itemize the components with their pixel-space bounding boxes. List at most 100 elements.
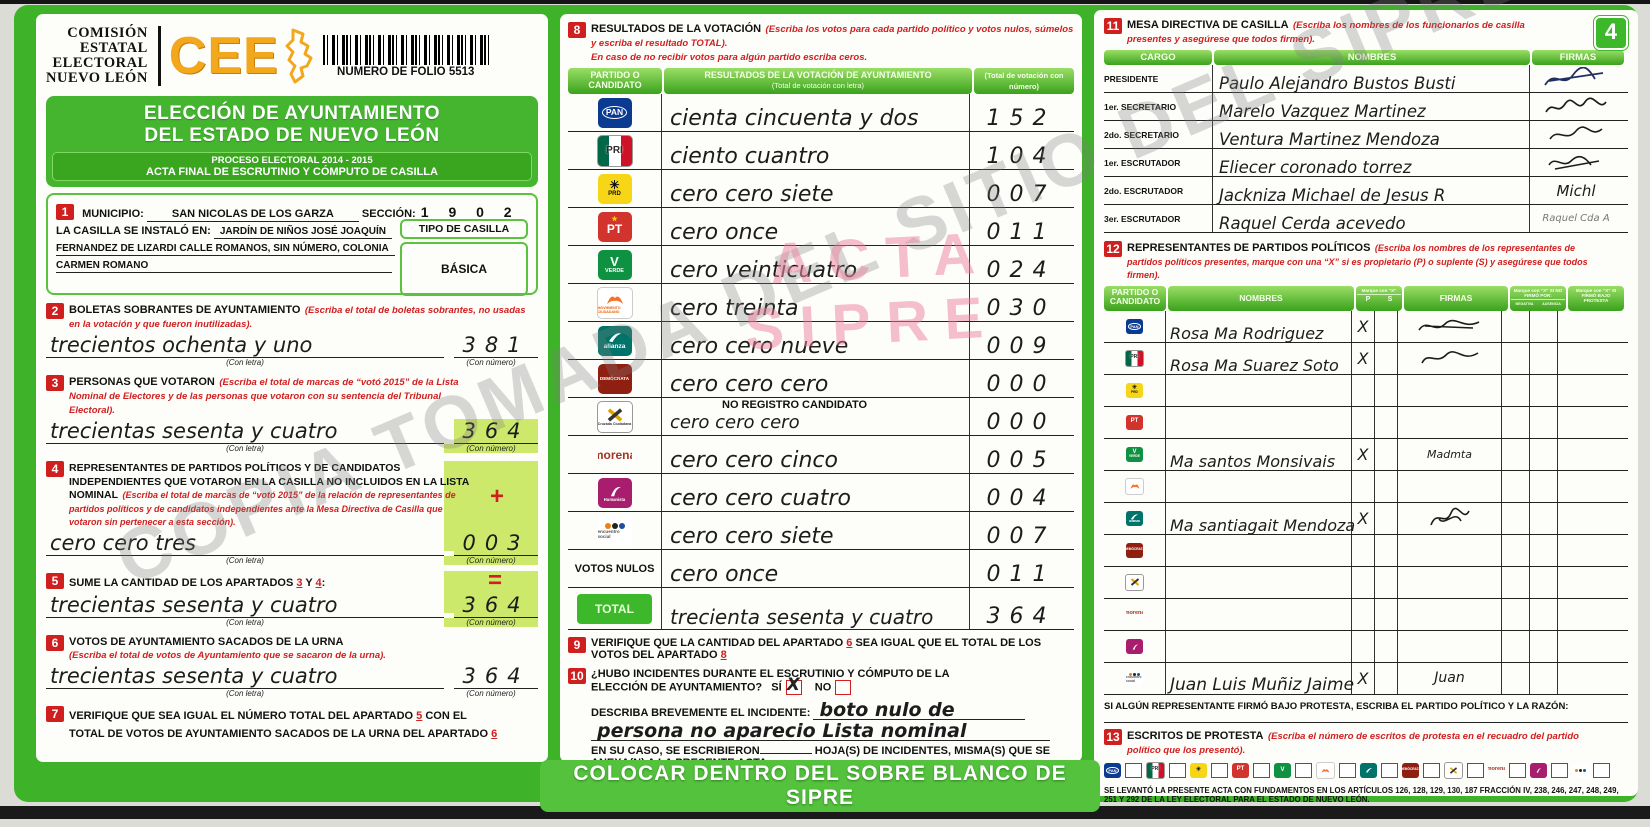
humanista-logo-icon [1530,762,1547,778]
si-label: SÍ [771,681,782,694]
result-row-votos-nulos: VOTOS NULOS cero once 011 [568,550,1074,588]
con-numero-label: (Con número) [444,617,538,627]
pt-logo-icon: PT [1126,414,1143,430]
mesa-row-2do-secretario: 2do. SECRETARIO Ventura Martinez Mendoza [1104,121,1628,149]
section-13-note: (Escriba el número de escritos de protes… [1127,730,1579,756]
escrutador2-nombre: Jackniza Michael de Jesus R [1219,186,1446,205]
org-line: COMISIÓN [67,25,148,41]
section-5-title: SUME LA CANTIDAD DE LOS APARTADOS 3 Y 4: [69,576,326,589]
section-12-header: 12 REPRESENTANTES DE PARTIDOS POLÍTICOS … [1104,241,1628,282]
section-8-note2: En caso de no recibir votos para algún p… [591,52,868,63]
rep-pan-firma [1417,319,1479,331]
si-checkbox: X [785,675,802,695]
alianza-votes-letra: cero cero nueve [670,334,849,359]
cargo-label: 1er. ESCRUTADOR [1104,157,1181,168]
rep-row-pt: PT [1104,406,1628,439]
rep-encuentro-nombre: Juan Luis Muñiz Jaime [1170,674,1355,695]
section-3-note: (Escriba el total de marcas de “votó 201… [69,377,459,416]
org-line: NUEVO LEÓN [46,70,148,86]
section-2-numero: 381 [462,333,530,357]
movimiento-ciudadano-logo-icon: MOVIMIENTO CIUDADANO [596,286,633,319]
presidente-firma [1544,66,1604,86]
pri-logo-icon: PRI [1125,349,1144,367]
pan-logo-icon: PAN [597,97,632,128]
section-8-title: RESULTADOS DE LA VOTACIÓN [591,23,762,35]
acta-subtitle-box: PROCESO ELECTORAL 2014 - 2015 ACTA FINAL… [52,152,532,181]
result-row-movimiento-ciudadano: MOVIMIENTO CIUDADANO cero treinta 030 [568,284,1074,322]
incident-desc-label: DESCRIBA BREVEMENTE EL INCIDENTE: [591,707,811,719]
alianza-protest-box [1381,762,1398,778]
protest-count-boxes: PAN PRI ☀ PT V DEMÓCRATA morena [1104,761,1628,779]
section-8-note1: (Escriba los votos para cada partido pol… [591,24,1074,49]
escrutador1-nombre: Eliecer coronado torrez [1219,158,1412,177]
encuentro-social-logo-icon: encuentro social [1126,670,1143,686]
result-row-pt: ★ PT cero once 011 [568,208,1074,246]
total-label: TOTAL [577,593,652,624]
incident-line2: persona no aparecio Lista nominal [597,720,967,742]
morena-logo-icon: morena [1126,610,1143,617]
rep-row-cruzada [1104,566,1628,599]
cargo-label: 3er. ESCRUTADOR [1104,213,1181,224]
cruzada-logo-icon: Cruzada Ciudadana [596,400,633,433]
rep-row-alianza: alianza Ma santiagait Mendoza X [1104,502,1628,535]
pt-logo-icon: ★ PT [597,211,632,242]
section-7-verificacion: 7 VERIFIQUE QUE SEA IGUAL EL NÚMERO TOTA… [46,705,538,742]
casilla-location-line2: FERNANDEZ DE LIZARDI CALLE ROMANOS, SIN … [56,242,528,256]
section-9-number: 9 [568,637,586,653]
movimiento-ciudadano-logo-icon [1316,761,1335,779]
cruzada-logo-icon [1125,573,1144,591]
democrata-votes-numero: 000 [986,372,1056,397]
col-partido: PARTIDO O CANDIDATO [568,68,662,94]
election-title-line2: DEL ESTADO DE NUEVO LEÓN [144,125,440,146]
cruzada-logo-icon [1444,761,1463,779]
cargo-label: PRESIDENTE [1104,73,1159,84]
right-column: 11 MESA DIRECTIVA DE CASILLA (Escriba lo… [1094,10,1638,804]
morena-votes-letra: cero cero cinco [670,448,838,473]
col-firmas: FIRMAS [1532,50,1624,65]
con-numero-label: (Con número) [444,555,538,565]
col-no-firmo: Marque con “X” SI NO FIRMÓ POR: NEGATIVA… [1510,285,1566,311]
col-nombres: NOMBRES [1168,285,1354,311]
instalada-label: LA CASILLA SE INSTALÓ EN: [56,225,211,237]
humanista-logo-icon [1126,638,1143,654]
verde-logo-icon: V [1274,762,1291,778]
humanista-votes-letra: cero cero cuatro [670,486,851,511]
section-2-number: 2 [46,303,64,319]
section-13-title: ESCRITOS DE PROTESTA [1127,729,1264,742]
mc-protest-box [1339,762,1356,778]
seccion-value: 1 9 0 2 [418,204,522,221]
casilla-location-line3: CARMEN ROMANO [56,259,528,273]
left-column: COMISIÓN ESTATAL ELECTORAL NUEVO LEÓN CE… [36,14,548,762]
prd-votes-numero: 007 [986,182,1056,207]
result-row-pri: PRI ciento cuantro 104 [568,132,1074,170]
votos-nulos-label: VOTOS NULOS [574,562,655,575]
folio-number: NUMERO DE FOLIO 5513 [337,65,475,78]
encuentro-votes-numero: 007 [986,524,1056,549]
no-registro-note: NO REGISTRO CANDIDATO [722,399,868,411]
pt-protest-box [1253,762,1270,778]
rep-pan-nombre: Rosa Ma Rodriguez [1170,323,1324,343]
section-6-letra: trecientas sesenta y cuatro [50,663,338,688]
section-1-number: 1 [56,204,74,220]
result-row-encuentro: encuentro social cero cero siete 007 [568,512,1074,550]
presidente-nombre: Paulo Alejandro Bustos Busti [1219,74,1456,93]
section-13-number: 13 [1104,728,1122,745]
encuentro-votes-letra: cero cero siete [670,524,834,549]
acta-title: ACTA FINAL DE ESCRUTINIO Y CÓMPUTO DE CA… [146,166,438,178]
mesa-row-1er-escrutador: 1er. ESCRUTADOR Eliecer coronado torrez [1104,149,1628,177]
prd-logo-icon: ☀ PRD [597,173,632,204]
section-6-votos-urna: 6 VOTOS DE AYUNTAMIENTO SACADOS DE LA UR… [46,634,538,698]
pan-logo-icon: PAN [1126,318,1143,334]
movimiento-ciudadano-logo-icon [1125,477,1144,495]
escrutador2-firma: Michl [1556,181,1596,200]
democrata-logo-icon: DEMÓCRATA [1126,542,1143,558]
section-5-number: 5 [46,572,64,589]
secretario2-nombre: Ventura Martinez Mendoza [1219,130,1440,149]
col-cargo: CARGO [1104,50,1212,65]
section-2-note: (Escriba el total de boletas sobrantes, … [69,305,526,330]
section-12-number: 12 [1104,241,1122,257]
result-row-prd: ☀ PRD cero cero siete 007 [568,170,1074,208]
verde-votes-numero: 024 [986,258,1056,283]
democrata-protest-box [1423,762,1440,778]
